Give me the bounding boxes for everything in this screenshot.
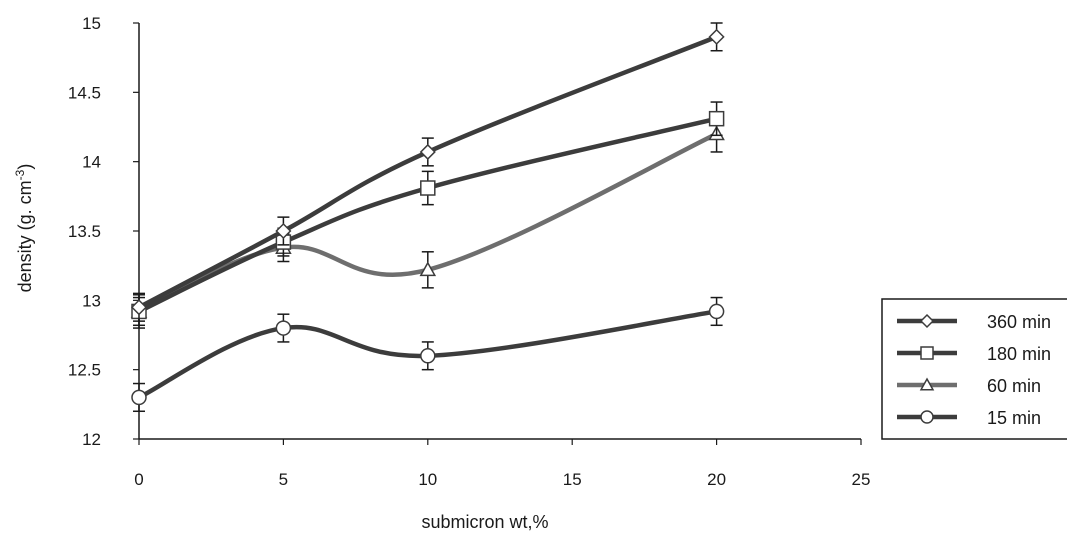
- y-tick-label: 13.5: [68, 222, 101, 241]
- legend-swatch-marker-square: [920, 346, 934, 360]
- y-tick-label: 15: [82, 14, 101, 33]
- data-point-circle: [708, 303, 725, 320]
- y-axis-title-main: density (g. cm: [15, 180, 35, 292]
- legend-item: 60 min: [897, 376, 1041, 396]
- legend-swatch-marker-triangle: [919, 377, 935, 391]
- data-point-circle: [275, 320, 292, 336]
- y-tick-label: 12.5: [68, 361, 101, 380]
- y-tick-label: 14: [82, 153, 101, 172]
- data-point-circle: [420, 348, 436, 364]
- legend-label: 15 min: [987, 408, 1041, 428]
- x-tick-label: 20: [707, 470, 726, 489]
- series-line: [136, 116, 719, 314]
- x-tick-label: 15: [563, 470, 582, 489]
- series-15-min: [131, 296, 725, 413]
- series-360-min: [130, 22, 725, 322]
- y-axis-title: density (g. cm-3): [13, 164, 35, 293]
- legend-item: 360 min: [897, 312, 1051, 332]
- y-tick-label: 14.5: [68, 83, 101, 102]
- legend: 360 min 180 min 60 min 15 min: [881, 298, 1067, 440]
- legend-label: 360 min: [987, 312, 1051, 332]
- legend-item: 180 min: [897, 344, 1051, 364]
- x-axis-ticks: 0 5 10 15 20 25: [134, 439, 870, 489]
- legend-item: 15 min: [897, 408, 1041, 428]
- series-line: [136, 131, 719, 314]
- x-tick-label: 25: [852, 470, 871, 489]
- data-point-circle: [131, 389, 147, 406]
- legend-label: 180 min: [987, 344, 1051, 364]
- axes: [138, 23, 861, 440]
- data-point-diamond: [419, 143, 436, 161]
- x-tick-label: 5: [279, 470, 288, 489]
- data-point-diamond: [708, 28, 725, 45]
- data-point-triangle: [419, 261, 437, 277]
- series-layer: [130, 22, 725, 413]
- legend-label: 60 min: [987, 376, 1041, 396]
- legend-swatch-marker-circle: [920, 410, 934, 424]
- x-tick-label: 0: [134, 470, 143, 489]
- y-axis-title-end: ): [15, 164, 35, 170]
- y-tick-label: 13: [82, 291, 101, 310]
- data-point-square: [708, 110, 725, 127]
- data-point-diamond: [275, 222, 292, 240]
- y-tick-label: 12: [82, 430, 101, 449]
- series-line: [136, 34, 719, 310]
- x-axis-title: submicron wt,%: [421, 512, 548, 532]
- x-tick-label: 10: [418, 470, 437, 489]
- data-point-diamond: [130, 299, 148, 316]
- series-line: [136, 309, 719, 400]
- series-180-min: [131, 101, 725, 327]
- y-axis-ticks: 12 12.5 13 13.5 14 14.5 15: [68, 14, 139, 449]
- y-axis-title-superscript: -3: [13, 169, 27, 180]
- data-point-square: [420, 180, 436, 196]
- legend-swatch-marker-diamond: [919, 313, 935, 329]
